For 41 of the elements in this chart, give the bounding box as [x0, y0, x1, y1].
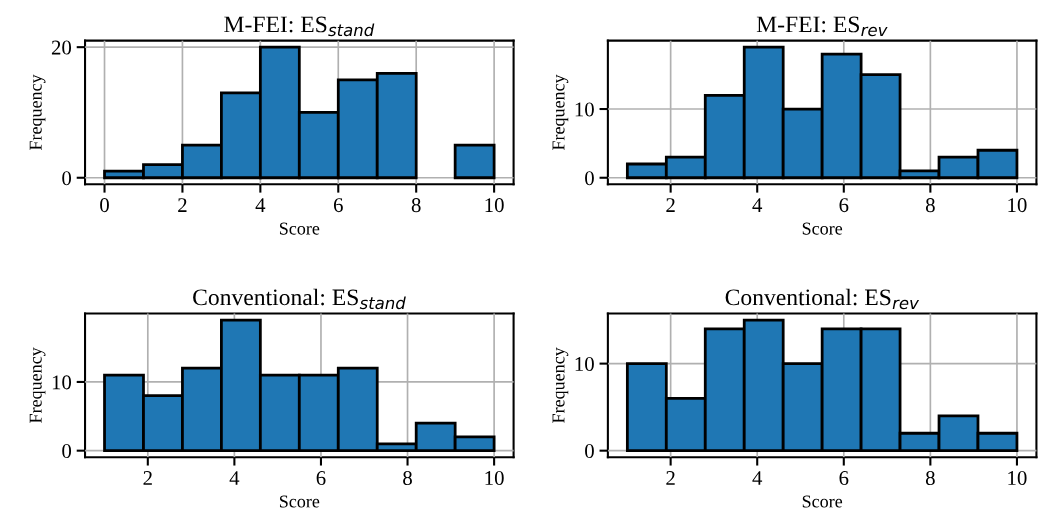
- x-axis-title: Score: [802, 222, 843, 235]
- chart-title: Conventional: ES$_{rev}$: [725, 288, 920, 310]
- x-axis-title: Score: [279, 222, 320, 235]
- x-tick-label: 4: [752, 198, 763, 212]
- x-tick-label: 8: [403, 471, 412, 486]
- x-axis-title: Score: [802, 495, 843, 508]
- x-tick-label: 6: [839, 198, 849, 213]
- x-tick-label: 0: [100, 198, 109, 213]
- chart-title: M-FEI: ES$_{stand}$: [224, 16, 375, 37]
- x-tick-label: 10: [1008, 198, 1027, 213]
- chart-title: M-FEI: ES$_{rev}$: [756, 16, 888, 37]
- x-tick-label: 6: [839, 471, 849, 486]
- x-axis-title: Score: [279, 495, 320, 508]
- y-tick-label: 20: [51, 40, 72, 55]
- y-tick-label: 0: [585, 444, 594, 459]
- y-tick-label: 10: [575, 102, 594, 117]
- x-tick-label: 8: [925, 198, 935, 213]
- y-tick-label: 0: [62, 171, 72, 186]
- x-tick-label: 10: [485, 471, 504, 486]
- x-tick-label: 4: [752, 471, 763, 485]
- y-tick-label: 10: [575, 356, 594, 372]
- x-tick-label: 10: [1008, 471, 1027, 486]
- x-tick-label: 4: [255, 198, 266, 212]
- x-tick-label: 2: [666, 198, 675, 212]
- x-tick-label: 8: [411, 198, 421, 213]
- y-tick-label: 0: [585, 171, 594, 186]
- y-axis-title: Frequency: [552, 347, 569, 423]
- x-tick-label: 2: [178, 198, 187, 212]
- x-tick-label: 8: [925, 471, 935, 486]
- y-tick-label: 0: [62, 444, 72, 459]
- x-tick-label: 10: [485, 198, 504, 213]
- y-axis-title: Frequency: [29, 347, 46, 423]
- x-tick-label: 2: [666, 471, 675, 485]
- x-tick-label: 4: [229, 471, 240, 485]
- y-tick-label: 10: [52, 375, 72, 390]
- y-axis-title: Frequency: [29, 74, 46, 151]
- x-tick-label: 2: [143, 471, 152, 485]
- chart-title: Conventional: ES$_{stand}$: [193, 288, 406, 310]
- x-tick-label: 6: [333, 198, 343, 213]
- x-tick-label: 6: [316, 471, 326, 486]
- y-axis-title: Frequency: [552, 74, 569, 151]
